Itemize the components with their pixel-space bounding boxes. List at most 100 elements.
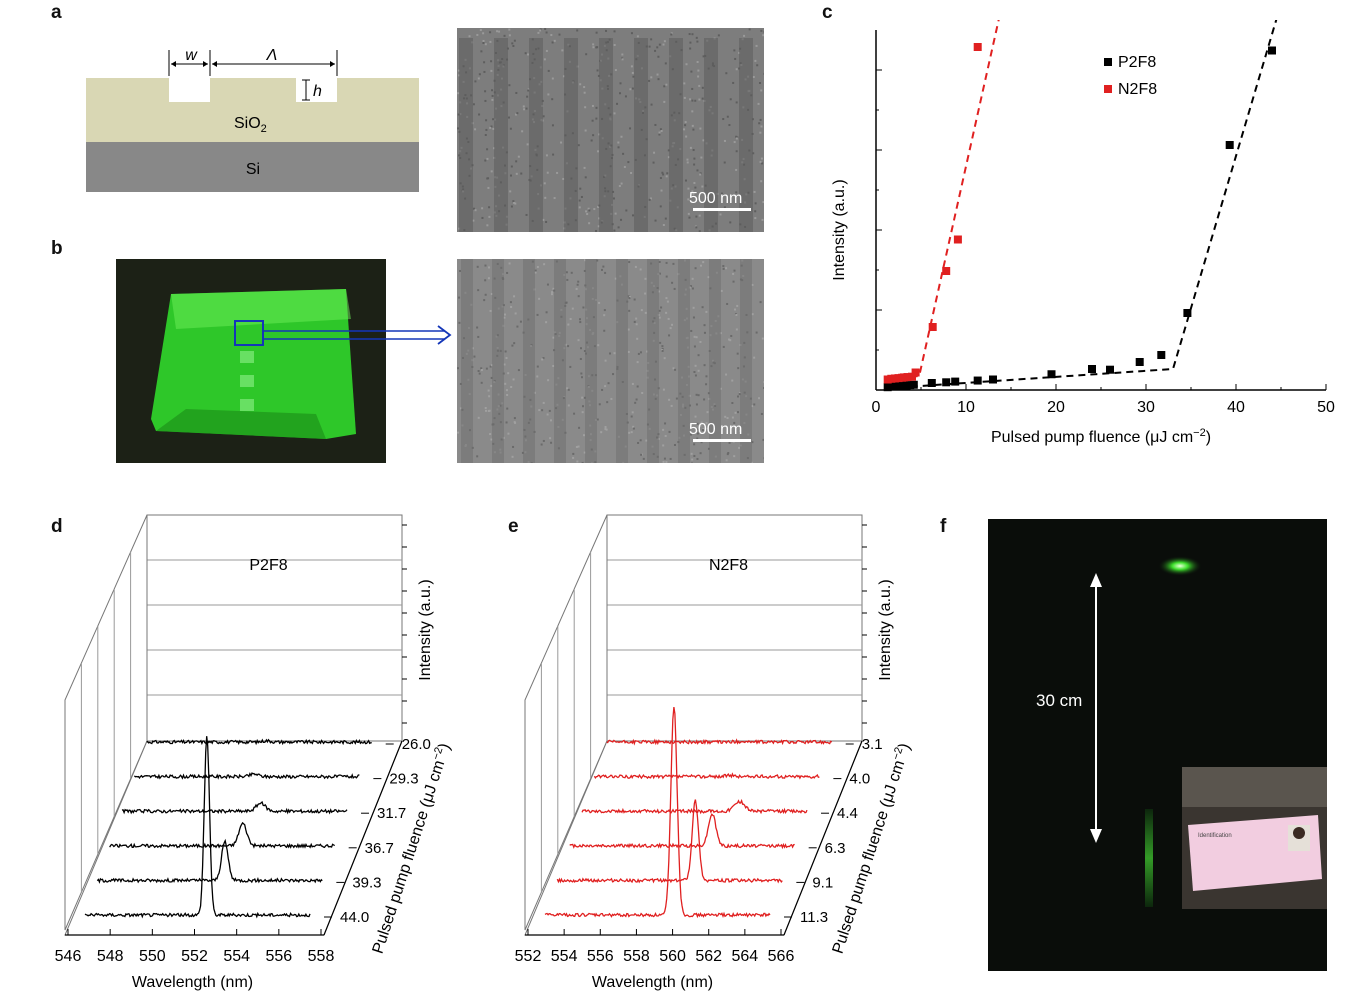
n2f8-fit-line (886, 20, 1000, 381)
si-substrate (86, 142, 419, 192)
legend-label-p2f8: P2F8 (1118, 54, 1156, 71)
groove-1 (169, 78, 210, 102)
panel-label-b: b (51, 238, 63, 259)
spectrum-line (146, 738, 372, 746)
laser-spot (1158, 556, 1202, 576)
x-tick-label: 558 (308, 948, 335, 965)
sem-groove (599, 38, 613, 232)
si-label: Si (246, 161, 260, 178)
x-tick-label: 40 (1227, 399, 1245, 416)
p2f8-data-point (927, 379, 936, 387)
sem-groove (647, 259, 659, 463)
spectra-chart-n2f8: N2F8 Intensity (a.u.) 3.1 4.0 4.4 6.3 9.1 11.3 5… (515, 514, 914, 991)
w-label: w (185, 47, 198, 64)
x-tick-label: 546 (55, 948, 82, 965)
sem-groove (634, 38, 648, 232)
p2f8-data-point (1047, 370, 1056, 379)
sem-groove (529, 38, 543, 232)
p2f8-data-point (1268, 46, 1276, 55)
x-tick-label: 552 (515, 948, 542, 965)
zoom-arrow (262, 325, 452, 345)
spectrum-line (544, 707, 771, 919)
scale-bar-a (693, 208, 751, 211)
spectrum-line (569, 813, 795, 850)
fluence-tick-label: 11.3 (800, 909, 828, 926)
side-wall (524, 514, 608, 931)
p2f8-data-point (973, 376, 982, 385)
back-wall (606, 514, 863, 742)
legend-label-n2f8: N2F8 (1118, 81, 1157, 98)
p2f8-data-point (989, 375, 997, 384)
x-tick-label: 10 (957, 399, 975, 416)
x-tick-label: 548 (97, 948, 124, 965)
sem-groove (461, 259, 473, 463)
x-tick-label: 50 (1317, 399, 1335, 416)
chart-title: P2F8 (249, 557, 287, 574)
x-tick-label: 554 (551, 948, 578, 965)
n2f8-data-point (908, 372, 916, 381)
panel-label-c: c (822, 2, 833, 23)
scale-bar-label-b: 500 nm (689, 421, 743, 438)
sem-image-a: 500 nm (457, 28, 764, 232)
x-tick-label: 552 (181, 948, 208, 965)
sem-groove (564, 38, 578, 232)
sem-groove (740, 259, 752, 463)
fluence-tick-label: 44.0 (340, 909, 369, 926)
sem-groove (523, 259, 535, 463)
fluence-tick-label: 4.4 (837, 805, 858, 822)
p2f8-data-point (942, 378, 951, 387)
panel-label-f: f (940, 516, 947, 537)
y-axis-label: Intensity (a.u.) (831, 179, 848, 280)
spectrum-line (109, 821, 336, 849)
spectrum-line (606, 738, 833, 746)
chart-title: N2F8 (709, 557, 748, 574)
p2f8-data-point (951, 377, 960, 386)
x-tick-label: 556 (265, 948, 292, 965)
x-tick-label: 550 (139, 948, 166, 965)
scale-bar-label-a: 500 nm (689, 190, 743, 207)
n2f8-data-point (953, 235, 962, 244)
fluence-tick-label: 36.7 (365, 840, 394, 857)
selected-grating-box (234, 320, 264, 346)
spectrum-line (96, 838, 323, 884)
fluence-tick-label: 29.3 (389, 771, 418, 788)
panel-label-e: e (508, 516, 519, 537)
n2f8-data-point (911, 368, 920, 377)
spectrum-line (556, 799, 783, 884)
sem-groove (669, 38, 683, 232)
spectrum-line (593, 772, 820, 780)
y-axis-label: Intensity (a.u.) (877, 579, 894, 680)
groove-2 (296, 78, 337, 102)
sem-groove (704, 38, 718, 232)
x-tick-label: 20 (1047, 399, 1065, 416)
sem-groove (554, 259, 566, 463)
depth-axis (783, 740, 863, 936)
panel-label-d: d (51, 516, 63, 537)
p2f8-data-point (883, 383, 892, 392)
x-axis-label: Wavelength (nm) (592, 974, 713, 991)
x-tick-label: 556 (587, 948, 614, 965)
spectrum-line (84, 736, 311, 919)
x-tick-label: 566 (768, 948, 795, 965)
grating-schematic: w Λ h SiO2 Si (86, 47, 419, 192)
sem-groove (492, 259, 504, 463)
n2f8-data-point (942, 267, 951, 275)
panel-label-a: a (51, 2, 62, 23)
p2f8-data-point (909, 380, 918, 389)
side-wall (64, 514, 148, 931)
sem-groove (739, 38, 753, 232)
sio2-layer (86, 78, 419, 142)
sample-photo (116, 259, 386, 463)
legend-marker-p2f8 (1104, 58, 1112, 66)
n2f8-data-point (973, 43, 982, 51)
card-text: Identification (1198, 833, 1232, 839)
sio2-label: SiO2 (234, 115, 267, 135)
p2f8-data-point (1135, 358, 1144, 366)
fluence-tick-label: 4.0 (849, 771, 870, 788)
sem-groove (494, 38, 508, 232)
n2f8-data-point (928, 323, 937, 331)
sem-groove (678, 259, 690, 463)
fluence-tick-label: 39.3 (352, 874, 381, 891)
fluence-tick-label: 6.3 (825, 840, 846, 857)
p2f8-fit-line (886, 20, 1278, 390)
